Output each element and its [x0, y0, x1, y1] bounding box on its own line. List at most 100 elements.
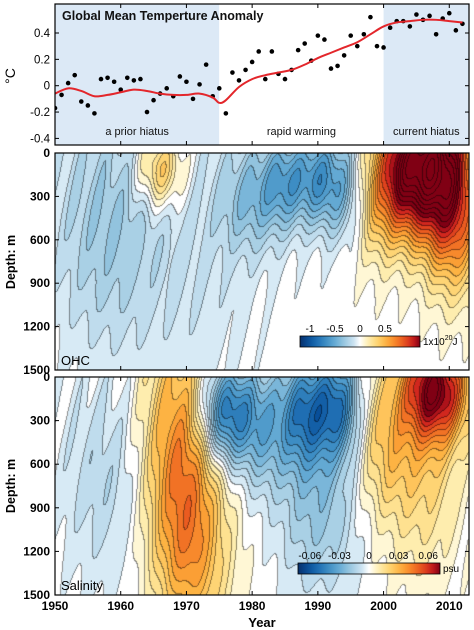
- ohc-colorbar-swatch: [299, 335, 421, 348]
- temperature-point: [354, 43, 360, 49]
- colorbar-tick-label: 0.03: [389, 551, 409, 562]
- salinity-colorbar-unit: psu: [443, 564, 459, 575]
- temperature-y-axis: -0.4 -0.2 0 0.2 0.4: [30, 28, 469, 145]
- temperature-point: [361, 32, 367, 37]
- temperature-point: [131, 78, 137, 83]
- temperature-point: [295, 47, 301, 53]
- depth-tick-label: 600: [30, 457, 50, 471]
- temperature-point: [177, 74, 183, 79]
- temperature-point: [197, 82, 202, 87]
- colorbar-tick-label: 0: [357, 324, 363, 335]
- ohc-frame: [54, 152, 470, 371]
- temperature-point: [262, 76, 268, 82]
- temperature-point: [59, 92, 64, 98]
- depth-tick-label: 1500: [23, 588, 50, 602]
- temperature-point: [315, 33, 321, 38]
- temperature-point: [302, 41, 308, 46]
- temperature-point: [92, 111, 97, 116]
- salinity-heatmap: [55, 377, 469, 595]
- x-tick-label: 2010: [436, 599, 463, 613]
- temperature-point: [203, 62, 209, 67]
- salinity-colorbar: -0.06 -0.03 0 0.03 0.06 psu: [297, 551, 459, 575]
- salinity-x-ticks: [54, 377, 450, 595]
- period-bands: [55, 4, 469, 145]
- temperature-point: [85, 103, 91, 108]
- period-band: [383, 4, 469, 145]
- temperature-point: [335, 63, 340, 69]
- period-label-rapid-warming: rapid warming: [267, 126, 336, 138]
- colorbar-tick-label: -0.03: [328, 551, 351, 562]
- ohc-unit-exponent: 20: [445, 335, 453, 342]
- depth-tick-label: 1200: [23, 320, 50, 334]
- temperature-point: [414, 12, 419, 17]
- y-tick-label: 0.4: [34, 28, 51, 40]
- temperature-point: [223, 111, 229, 116]
- temperature-point: [144, 109, 150, 115]
- depth-tick-label: 1200: [23, 544, 50, 558]
- period-band: [55, 4, 220, 145]
- salinity-frame: [54, 376, 470, 596]
- temperature-point: [433, 32, 439, 37]
- salinity-colorbar-swatch: [297, 562, 441, 575]
- ohc-unit-suffix: J: [452, 337, 457, 348]
- temperature-point: [341, 53, 347, 58]
- temperature-point: [453, 28, 459, 33]
- temperature-point: [98, 76, 104, 82]
- temperature-point: [216, 86, 222, 91]
- temperature-point: [164, 86, 170, 91]
- x-tick-label: 1960: [107, 599, 134, 613]
- temperature-point: [282, 76, 288, 82]
- colorbar-tick-label: -0.06: [298, 551, 321, 562]
- ohc-colorbar-ticks: -1 -0.5 0 0.5: [306, 324, 393, 335]
- temperature-point: [387, 25, 393, 31]
- temperature-point: [381, 45, 386, 50]
- x-tick-label: 1990: [305, 599, 332, 613]
- temperature-point: [407, 24, 413, 29]
- x-axis-tick-labels: 1950 1960 1970 1980 1990 2000 2010: [42, 599, 463, 613]
- temperature-point: [269, 49, 275, 54]
- colorbar-tick-label: 0.5: [378, 324, 392, 335]
- temperature-point: [105, 75, 110, 81]
- x-axis-label: Year: [248, 615, 275, 630]
- temperature-point: [190, 96, 196, 102]
- ohc-label: OHC: [61, 353, 90, 368]
- ohc-y-label: Depth: m: [4, 235, 18, 289]
- ohc-colorbar-unit: 1x1020J: [423, 335, 457, 348]
- temperature-point: [72, 72, 78, 78]
- temperature-frame: [54, 3, 470, 146]
- salinity-y-axis: 0 300 600 900 1200 1500: [23, 370, 469, 602]
- ohc-heatmap: [55, 153, 469, 370]
- ohc-unit-base: 1x10: [423, 337, 445, 348]
- temperature-point: [65, 80, 71, 86]
- temperature-point: [111, 79, 117, 85]
- colorbar-tick-label: 0: [366, 551, 372, 562]
- depth-tick-label: 1500: [23, 363, 50, 377]
- temperature-smooth-line: [55, 18, 463, 104]
- temperature-point: [368, 14, 373, 20]
- temperature-point: [230, 70, 235, 75]
- period-label-current-hiatus: current hiatus: [393, 126, 460, 138]
- x-tick-label: 1970: [173, 599, 200, 613]
- period-band: [219, 4, 384, 145]
- temperature-title: Global Mean Temperture Anomaly: [62, 9, 263, 23]
- temperature-point: [249, 59, 255, 65]
- temperature-point: [184, 79, 189, 85]
- salinity-panel: 0 300 600 900 1200 1500 Depth: m Salinity -0.…: [4, 370, 470, 602]
- temperature-point: [328, 66, 334, 71]
- ohc-x-ticks: [54, 153, 450, 370]
- temperature-point: [348, 33, 354, 38]
- temperature-point: [243, 67, 248, 73]
- salinity-label: Salinity: [61, 578, 103, 593]
- depth-tick-label: 0: [43, 146, 50, 160]
- temperature-panel: -0.4 -0.2 0 0.2 0.4 Global Mean Temperture A…: [2, 3, 470, 146]
- colorbar-tick-label: -1: [306, 324, 315, 335]
- temperature-point: [236, 78, 242, 83]
- temperature-point: [151, 97, 156, 103]
- period-label-prior-hiatus: a prior hiatus: [105, 126, 169, 138]
- ohc-y-axis: 0 300 600 900 1200 1500: [23, 146, 469, 377]
- y-tick-label: -0.4: [30, 133, 50, 145]
- ohc-colorbar: -1 -0.5 0 0.5 1x1020J: [299, 324, 457, 348]
- x-tick-label: 1980: [239, 599, 266, 613]
